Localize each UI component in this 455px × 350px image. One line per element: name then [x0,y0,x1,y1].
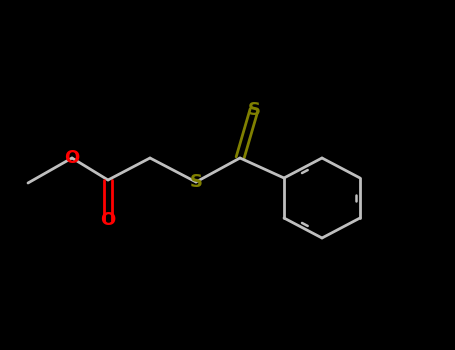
Text: O: O [64,149,80,167]
Text: S: S [248,101,261,119]
Text: S: S [189,173,202,191]
Text: O: O [101,211,116,229]
